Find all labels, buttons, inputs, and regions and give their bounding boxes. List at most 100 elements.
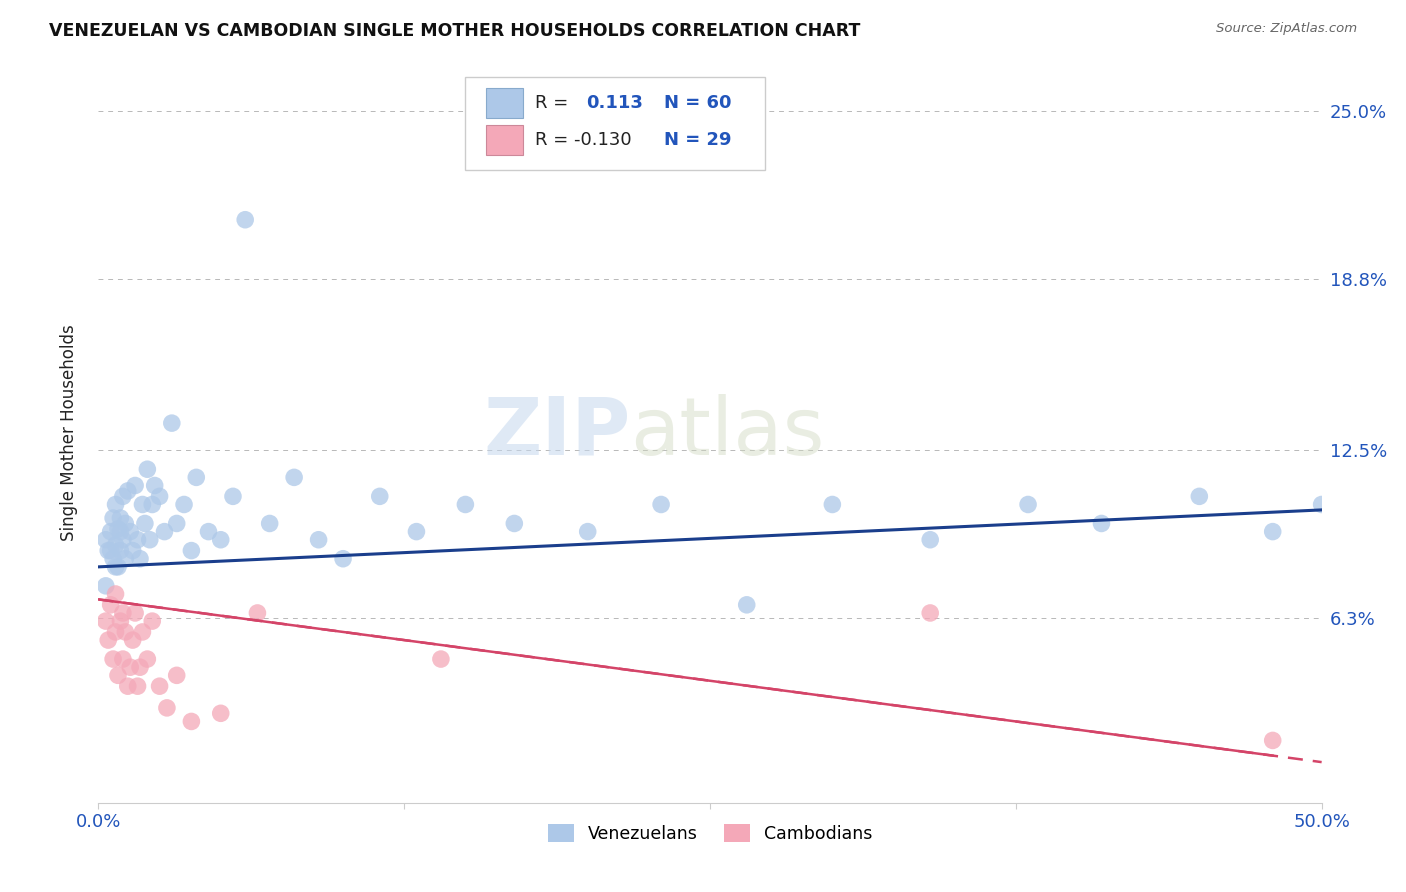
- Point: [100, 524, 122, 539]
- Point: [197, 524, 219, 539]
- Point: [141, 614, 163, 628]
- Point: [97, 633, 120, 648]
- Point: [156, 701, 179, 715]
- Point: [100, 598, 122, 612]
- Point: [94, 533, 117, 547]
- Point: [283, 470, 305, 484]
- Point: [1261, 733, 1284, 747]
- Point: [920, 533, 942, 547]
- Text: R =: R =: [536, 95, 579, 112]
- Text: N = 60: N = 60: [664, 95, 731, 112]
- Point: [209, 706, 232, 721]
- Point: [111, 652, 134, 666]
- Point: [153, 524, 176, 539]
- Point: [129, 660, 152, 674]
- Point: [131, 624, 153, 639]
- Point: [110, 524, 132, 539]
- Point: [100, 543, 122, 558]
- Point: [101, 551, 124, 566]
- Point: [149, 489, 172, 503]
- Point: [308, 533, 330, 547]
- Point: [124, 606, 146, 620]
- Point: [104, 498, 127, 512]
- Point: [107, 668, 129, 682]
- Point: [94, 614, 117, 628]
- Point: [209, 533, 232, 547]
- Point: [104, 624, 127, 639]
- Point: [503, 516, 526, 531]
- Y-axis label: Single Mother Households: Single Mother Households: [59, 325, 77, 541]
- Legend: Venezuelans, Cambodians: Venezuelans, Cambodians: [541, 817, 879, 850]
- Point: [576, 524, 599, 539]
- Point: [920, 606, 942, 620]
- Point: [124, 478, 146, 492]
- Point: [101, 511, 124, 525]
- Point: [166, 668, 188, 682]
- Point: [650, 498, 672, 512]
- Point: [405, 524, 427, 539]
- Point: [120, 660, 142, 674]
- Point: [1188, 489, 1211, 503]
- Point: [332, 551, 354, 566]
- Text: N = 29: N = 29: [664, 131, 731, 149]
- Point: [186, 470, 208, 484]
- Text: 0.113: 0.113: [586, 95, 644, 112]
- Point: [430, 652, 453, 666]
- Point: [246, 606, 269, 620]
- Point: [1017, 498, 1039, 512]
- Point: [129, 551, 152, 566]
- Point: [114, 516, 136, 531]
- Point: [107, 522, 129, 536]
- Point: [222, 489, 245, 503]
- Point: [136, 462, 159, 476]
- Point: [104, 538, 127, 552]
- Point: [1261, 524, 1284, 539]
- Point: [120, 524, 142, 539]
- Text: VENEZUELAN VS CAMBODIAN SINGLE MOTHER HOUSEHOLDS CORRELATION CHART: VENEZUELAN VS CAMBODIAN SINGLE MOTHER HO…: [49, 22, 860, 40]
- FancyBboxPatch shape: [465, 78, 765, 169]
- Point: [114, 551, 136, 566]
- Point: [136, 652, 159, 666]
- Point: [117, 679, 139, 693]
- Point: [127, 533, 149, 547]
- Point: [735, 598, 758, 612]
- Point: [121, 543, 143, 558]
- Point: [127, 679, 149, 693]
- Point: [180, 714, 202, 729]
- Point: [1090, 516, 1112, 531]
- Point: [111, 606, 134, 620]
- Text: ZIP: ZIP: [484, 393, 630, 472]
- Text: R = -0.130: R = -0.130: [536, 131, 631, 149]
- Point: [121, 633, 143, 648]
- Text: Source: ZipAtlas.com: Source: ZipAtlas.com: [1216, 22, 1357, 36]
- Point: [180, 543, 202, 558]
- Point: [131, 498, 153, 512]
- Point: [114, 624, 136, 639]
- Point: [233, 212, 256, 227]
- Point: [97, 543, 120, 558]
- Point: [368, 489, 391, 503]
- Bar: [486, 126, 523, 155]
- Point: [94, 579, 117, 593]
- Point: [141, 498, 163, 512]
- Point: [104, 559, 127, 574]
- Point: [166, 516, 188, 531]
- Point: [110, 511, 132, 525]
- Point: [143, 478, 166, 492]
- Point: [173, 498, 195, 512]
- Point: [139, 533, 162, 547]
- Bar: [486, 88, 523, 118]
- Point: [107, 559, 129, 574]
- Point: [454, 498, 477, 512]
- Text: atlas: atlas: [630, 393, 825, 472]
- Point: [117, 483, 139, 498]
- Point: [101, 652, 124, 666]
- Point: [160, 416, 183, 430]
- Point: [111, 489, 134, 503]
- Point: [1310, 498, 1333, 512]
- Point: [821, 498, 844, 512]
- Point: [110, 614, 132, 628]
- Point: [110, 543, 132, 558]
- Point: [111, 533, 134, 547]
- Point: [149, 679, 172, 693]
